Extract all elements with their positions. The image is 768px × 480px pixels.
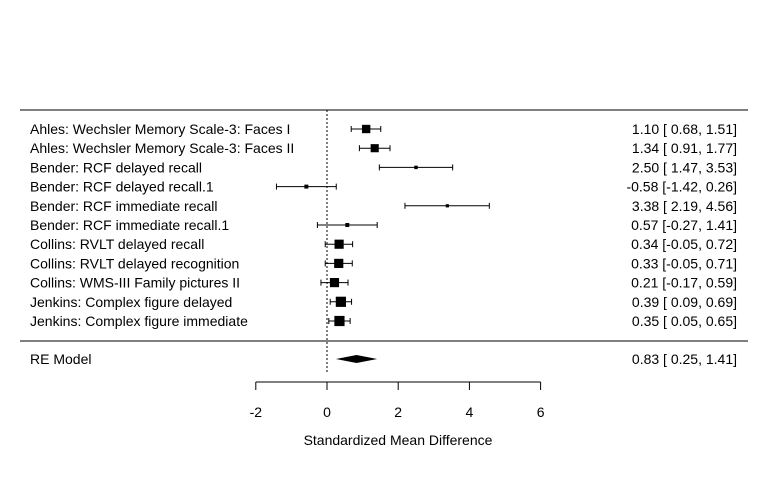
ci-value-text: 0.57 [-0.27, 1.41]: [631, 217, 737, 233]
point-estimate: [304, 184, 309, 189]
study-label: Collins: WMS-III Family pictures II: [30, 275, 240, 291]
study-label: Ahles: Wechsler Memory Scale-3: Faces II: [30, 140, 294, 156]
study-row: Jenkins: Complex figure immediate 0.35 [ …: [30, 313, 737, 329]
study-row: Collins: RVLT delayed recall 0.34 [-0.05,…: [30, 236, 737, 252]
study-row: Ahles: Wechsler Memory Scale-3: Faces I 1…: [30, 121, 737, 137]
study-row: Bender: RCF delayed recall.1 -0.58 [-1.42…: [30, 179, 737, 195]
study-label: Jenkins: Complex figure immediate: [30, 313, 248, 329]
study-label: Bender: RCF delayed recall.1: [30, 179, 214, 195]
x-axis-label: Standardized Mean Difference: [304, 432, 493, 448]
ci-value-text: 0.39 [ 0.09, 0.69]: [632, 294, 737, 310]
study-row: Bender: RCF delayed recall 2.50 [ 1.47, 3…: [30, 159, 737, 175]
ci-value-text: 1.10 [ 0.68, 1.51]: [632, 121, 737, 137]
study-rows: Ahles: Wechsler Memory Scale-3: Faces I 1…: [30, 121, 737, 329]
study-label: Bender: RCF delayed recall: [30, 159, 202, 175]
study-row: Bender: RCF immediate recall.1 0.57 [-0.2…: [30, 217, 737, 233]
study-label: Jenkins: Complex figure delayed: [30, 294, 232, 310]
point-estimate: [345, 223, 350, 227]
ci-value-text: -0.58 [-1.42, 0.26]: [626, 179, 737, 195]
point-estimate: [329, 278, 340, 288]
summary-label: RE Model: [30, 351, 91, 367]
study-row: Collins: RVLT delayed recognition 0.33 [-…: [30, 255, 737, 271]
study-label: Bender: RCF immediate recall: [30, 198, 218, 214]
summary-diamond: [335, 355, 378, 363]
study-row: Bender: RCF immediate recall 3.38 [ 2.19,…: [30, 198, 737, 214]
x-tick-label: 2: [394, 404, 402, 420]
point-estimate: [335, 296, 346, 307]
study-row: Ahles: Wechsler Memory Scale-3: Faces II…: [30, 140, 737, 156]
point-estimate: [445, 204, 449, 208]
x-tick-label: 0: [323, 404, 331, 420]
study-row: Jenkins: Complex figure delayed 0.39 [ 0.…: [30, 294, 737, 310]
study-row: Collins: WMS-III Family pictures II 0.21 …: [30, 275, 737, 291]
ci-value-text: 0.33 [-0.05, 0.71]: [631, 255, 737, 271]
x-axis: -2 0 2 4 6: [250, 381, 545, 420]
ci-value-text: 2.50 [ 1.47, 3.53]: [632, 159, 737, 175]
point-estimate: [370, 144, 379, 153]
point-estimate: [334, 239, 344, 249]
ci-value-text: 1.34 [ 0.91, 1.77]: [632, 140, 737, 156]
ci-value-text: 0.21 [-0.17, 0.59]: [631, 275, 737, 291]
ci-value-text: 0.34 [-0.05, 0.72]: [631, 236, 737, 252]
point-estimate: [334, 315, 345, 327]
point-estimate: [334, 258, 344, 268]
study-label: Bender: RCF immediate recall.1: [30, 217, 229, 233]
summary-ci-text: 0.83 [ 0.25, 1.41]: [632, 351, 737, 367]
study-label: Ahles: Wechsler Memory Scale-3: Faces I: [30, 121, 290, 137]
x-tick-label: 6: [537, 404, 545, 420]
ci-value-text: 0.35 [ 0.05, 0.65]: [632, 313, 737, 329]
x-tick-label: 4: [466, 404, 474, 420]
ci-value-text: 3.38 [ 2.19, 4.56]: [632, 198, 737, 214]
study-label: Collins: RVLT delayed recall: [30, 236, 204, 252]
summary-row: RE Model 0.83 [ 0.25, 1.41]: [30, 351, 737, 367]
study-label: Collins: RVLT delayed recognition: [30, 255, 239, 271]
point-estimate: [414, 165, 418, 170]
x-tick-label: -2: [250, 404, 263, 420]
point-estimate: [361, 124, 371, 134]
